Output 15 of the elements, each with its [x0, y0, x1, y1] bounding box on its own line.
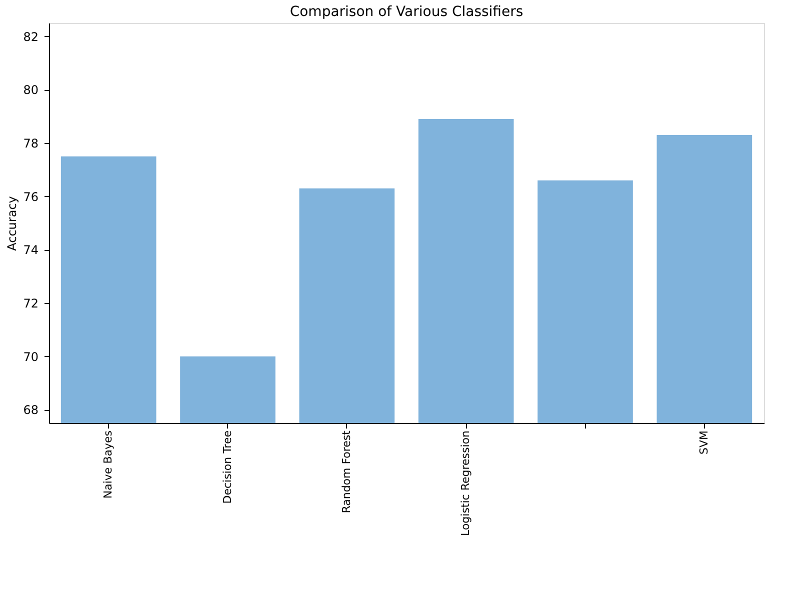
y-tick-label: 72: [23, 296, 38, 310]
y-tick-label: 78: [23, 136, 38, 150]
x-tick-label: Logistic Regression: [459, 430, 472, 536]
x-tick-label: SVM: [697, 430, 710, 454]
chart-title: Comparison of Various Classifiers: [290, 4, 524, 20]
y-tick-label: 68: [23, 403, 38, 418]
y-tick-label: 76: [23, 190, 38, 204]
x-tick-label: Naive Bayes: [102, 430, 115, 499]
y-axis-title: Accuracy: [5, 196, 20, 251]
x-tick-label: Decision Tree: [220, 430, 234, 504]
x-tick-label: Random Forest: [340, 430, 353, 514]
y-tick-label: 80: [23, 83, 38, 98]
y-tick-label: 82: [23, 30, 38, 44]
y-tick-label: 74: [23, 243, 38, 258]
y-tick-label: 70: [23, 350, 38, 364]
